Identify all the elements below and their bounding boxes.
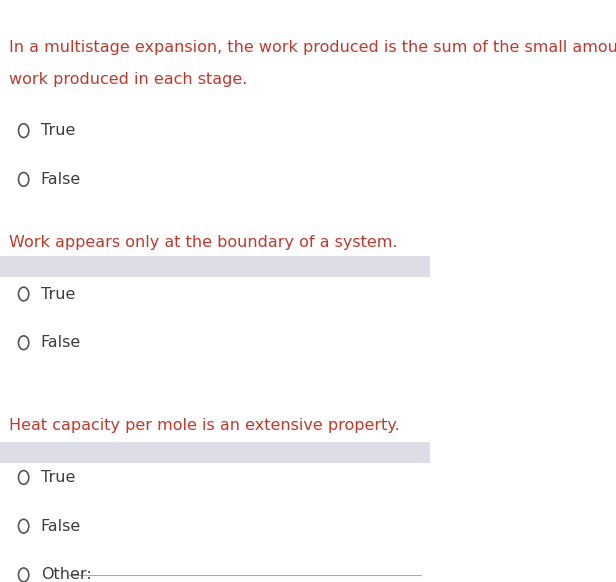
- Text: False: False: [41, 335, 81, 350]
- Text: True: True: [41, 470, 75, 485]
- Text: False: False: [41, 519, 81, 534]
- Text: Other:: Other:: [41, 567, 92, 582]
- FancyBboxPatch shape: [0, 442, 430, 463]
- Text: True: True: [41, 286, 75, 301]
- Text: True: True: [41, 123, 75, 138]
- Text: work produced in each stage.: work produced in each stage.: [9, 72, 247, 87]
- Text: False: False: [41, 172, 81, 187]
- Text: Work appears only at the boundary of a system.: Work appears only at the boundary of a s…: [9, 235, 397, 250]
- Text: In a multistage expansion, the work produced is the sum of the small amounts of: In a multistage expansion, the work prod…: [9, 40, 616, 55]
- Text: Heat capacity per mole is an extensive property.: Heat capacity per mole is an extensive p…: [9, 418, 399, 434]
- FancyBboxPatch shape: [0, 256, 430, 277]
